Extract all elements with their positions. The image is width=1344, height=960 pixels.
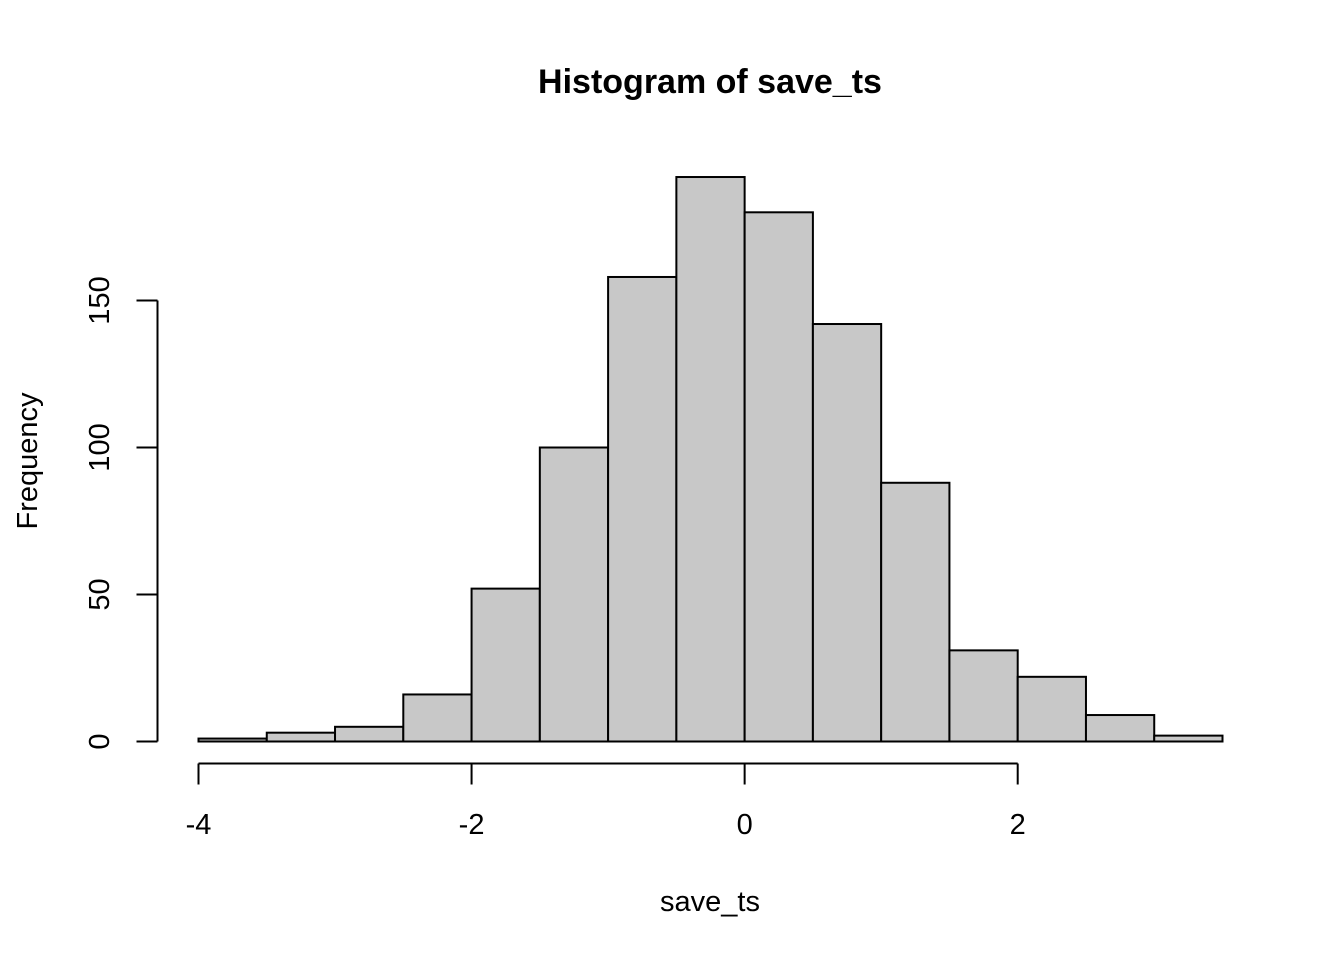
histogram-bar xyxy=(538,446,610,743)
histogram-bar xyxy=(607,275,678,743)
histogram-bar xyxy=(1016,675,1087,743)
y-tick-label: 50 xyxy=(84,578,116,610)
histogram-bar xyxy=(675,176,746,743)
histogram-bar xyxy=(265,731,337,743)
x-axis: -4 -2 0 2 xyxy=(186,762,1026,841)
histogram-bar xyxy=(402,693,473,743)
histogram-bar xyxy=(470,587,541,743)
histogram-bar xyxy=(880,481,951,743)
y-tick-label: 150 xyxy=(84,276,116,324)
chart-title: Histogram of save_ts xyxy=(538,63,882,101)
histogram-bar xyxy=(811,323,883,743)
bars-group xyxy=(197,176,1224,743)
x-tick-label: -2 xyxy=(459,809,485,841)
x-axis-label: save_ts xyxy=(660,886,760,918)
y-tick-label: 100 xyxy=(84,423,116,471)
x-tick-label: 2 xyxy=(1010,809,1026,841)
histogram-bar xyxy=(948,649,1019,743)
histogram-bar xyxy=(1084,714,1156,743)
histogram-bar xyxy=(743,211,814,743)
histogram-bar xyxy=(197,737,268,743)
x-tick-label: 0 xyxy=(737,809,753,841)
histogram-bar xyxy=(334,725,405,743)
histogram-bar xyxy=(1153,734,1224,743)
x-tick-label: -4 xyxy=(186,809,212,841)
y-axis: 0 50 100 150 xyxy=(84,276,159,750)
y-axis-label: Frequency xyxy=(12,392,44,530)
y-tick-label: 0 xyxy=(84,733,116,749)
